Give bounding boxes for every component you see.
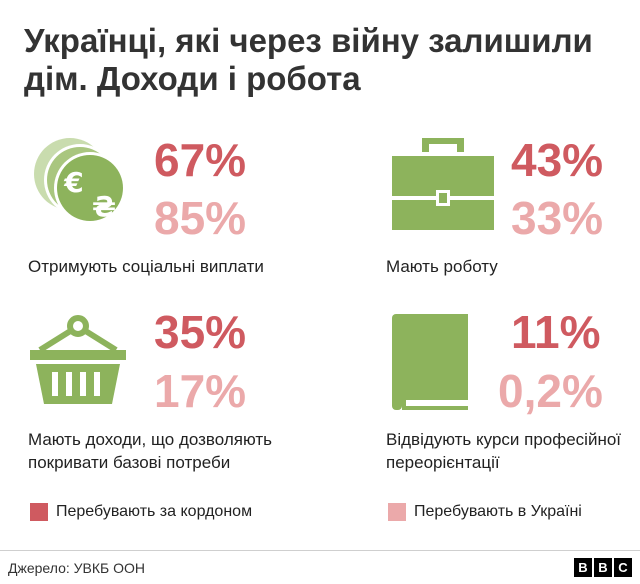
book-icon [392, 314, 468, 410]
chart-title: Українці, які через війну залишили дім. … [24, 22, 593, 97]
value-home-social: 85% [154, 192, 247, 244]
legend-abroad: Перебувають за кордоном [30, 503, 252, 521]
value-abroad-job: 43% [511, 134, 604, 186]
source-note: Джерело: УВКБ ООН [8, 560, 145, 576]
label-job: Мають роботу [386, 257, 498, 276]
legend-label-abroad: Перебувають за кордоном [56, 503, 253, 520]
value-home-courses: 0,2% [498, 365, 603, 417]
value-abroad-income: 35% [154, 306, 247, 358]
coins-icon: € ₴ [34, 138, 126, 224]
bbc-logo-letter: B [594, 558, 612, 577]
footer-divider [0, 550, 640, 551]
legend-swatch-abroad [30, 503, 48, 521]
svg-text:€: € [63, 166, 83, 199]
value-abroad-social: 67% [154, 134, 247, 186]
legend-home: Перебувають в Україні [388, 503, 582, 521]
briefcase-icon [392, 138, 494, 230]
svg-text:₴: ₴ [92, 190, 116, 223]
bbc-logo-letter: B [574, 558, 592, 577]
basket-icon [30, 315, 126, 404]
label-courses: Відвідують курси професійної переорієнта… [386, 430, 622, 472]
value-home-job: 33% [511, 192, 604, 244]
value-abroad-courses: 11% [511, 306, 601, 358]
label-income: Мають доходи, що дозволяють покривати ба… [28, 430, 273, 472]
bbc-logo: B B C [574, 558, 632, 577]
label-social: Отримують соціальні виплати [28, 257, 264, 276]
legend-swatch-home [388, 503, 406, 521]
legend-label-home: Перебувають в Україні [414, 503, 582, 520]
bbc-logo-letter: C [614, 558, 632, 577]
value-home-income: 17% [154, 365, 247, 417]
